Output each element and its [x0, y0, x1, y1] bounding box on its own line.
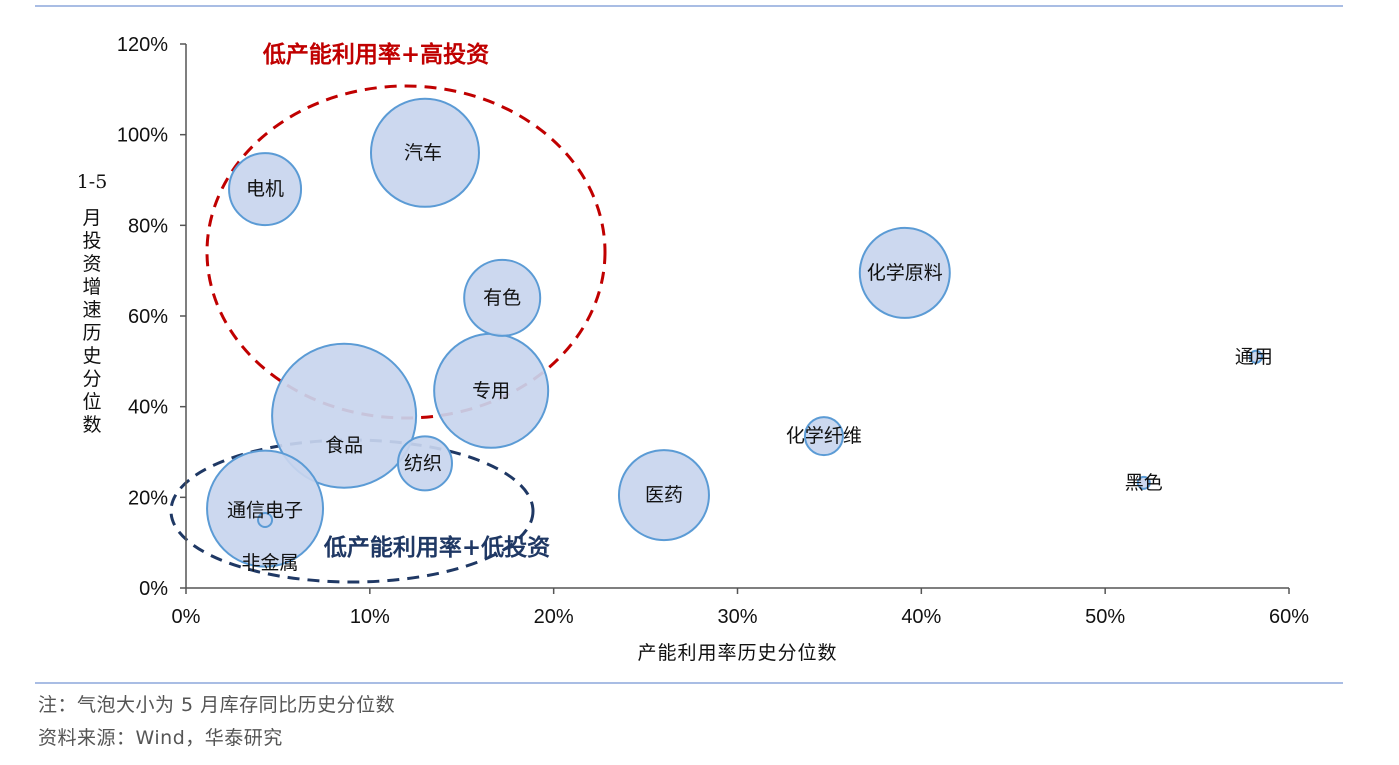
footnote: 注：气泡大小为 5 月库存同比历史分位数	[38, 694, 396, 716]
x-tick-label: 10%	[350, 606, 390, 628]
x-tick-label: 30%	[717, 606, 757, 628]
y-tick-label: 100%	[117, 125, 168, 147]
bubble	[369, 97, 480, 208]
x-tick-label: 40%	[901, 606, 941, 628]
bubble-label: 医药	[645, 484, 683, 506]
y-axis-label-char: 分	[82, 368, 101, 390]
y-axis-label-char: 数	[82, 414, 101, 436]
bubble-label: 通用	[1235, 346, 1273, 368]
y-axis-label-char: 位	[82, 391, 101, 413]
y-tick-label: 20%	[128, 487, 168, 509]
x-tick-label: 0%	[172, 606, 201, 628]
y-axis-label-char: 资	[82, 253, 101, 275]
bubble	[617, 449, 710, 542]
y-axis-label-char: 史	[82, 345, 101, 367]
y-tick-label: 80%	[128, 215, 168, 237]
annotation-low-investment: 低产能利用率+低投资	[323, 534, 550, 561]
y-axis-label-char: 月	[82, 207, 101, 229]
bubble-label: 纺织	[404, 452, 442, 474]
bubble	[206, 449, 325, 568]
bubble	[803, 416, 844, 457]
bubble	[396, 435, 453, 492]
bubble	[1248, 349, 1263, 364]
y-axis-label-digits: 1-5	[77, 171, 108, 193]
bubble	[1136, 475, 1151, 490]
bubble-label: 专用	[472, 380, 510, 402]
bubble-label: 有色	[483, 287, 521, 309]
x-tick-label: 50%	[1085, 606, 1125, 628]
x-axis-label: 产能利用率历史分位数	[637, 642, 837, 664]
x-tick-label: 20%	[534, 606, 574, 628]
top-rule	[35, 5, 1343, 7]
bubble-label: 电机	[246, 178, 284, 200]
bubble	[271, 342, 418, 489]
source-note: 资料来源：Wind，华泰研究	[38, 727, 283, 749]
bubble-label: 化学原料	[867, 262, 943, 284]
y-tick-label: 0%	[139, 578, 168, 600]
bubble-label: 非金属	[242, 552, 299, 574]
y-tick-label: 60%	[128, 306, 168, 328]
bubble-label: 汽车	[404, 142, 442, 164]
y-tick-label: 120%	[117, 34, 168, 56]
bubble	[228, 152, 303, 227]
bubble-label: 食品	[325, 435, 363, 457]
bubble	[858, 226, 951, 319]
bubble-label: 化学纤维	[786, 425, 862, 447]
y-tick-label: 40%	[128, 397, 168, 419]
y-axis-label-char: 增	[82, 276, 101, 298]
bubble-label: 通信电子	[227, 500, 303, 522]
y-axis-label-char: 投	[82, 230, 101, 252]
x-tick-label: 60%	[1269, 606, 1309, 628]
y-axis-label: 1-5 月投资增速历史分位数	[77, 171, 108, 436]
bubble	[257, 512, 274, 528]
annotation-high-investment: 低产能利用率+高投资	[262, 41, 489, 68]
y-axis-label-char: 历	[82, 322, 101, 344]
y-axis-label-char: 速	[82, 299, 101, 321]
bottom-rule	[35, 682, 1343, 684]
bubble	[463, 258, 542, 337]
bubble-label: 黑色	[1125, 472, 1163, 494]
axes: 0% 10% 20% 30% 40% 50% 60% 0% 20% 40% 60% 80% 100% 12…	[77, 34, 1310, 664]
